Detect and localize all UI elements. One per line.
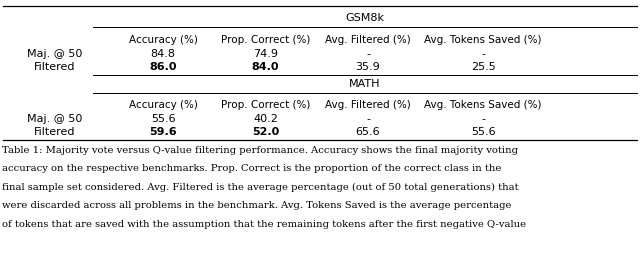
Text: Accuracy (%): Accuracy (%) <box>129 35 198 45</box>
Text: final sample set considered. Avg. Filtered is the average percentage (out of 50 : final sample set considered. Avg. Filter… <box>2 183 518 192</box>
Text: Prop. Correct (%): Prop. Correct (%) <box>221 35 310 45</box>
Text: GSM8k: GSM8k <box>346 13 384 23</box>
Text: 59.6: 59.6 <box>149 127 177 137</box>
Text: Filtered: Filtered <box>34 61 75 72</box>
Text: 86.0: 86.0 <box>150 61 177 72</box>
Text: Avg. Filtered (%): Avg. Filtered (%) <box>325 35 411 45</box>
Text: 55.6: 55.6 <box>151 114 175 124</box>
Text: Maj. @ 50: Maj. @ 50 <box>27 114 82 124</box>
Text: 74.9: 74.9 <box>253 49 278 59</box>
Text: 84.8: 84.8 <box>150 49 176 59</box>
Text: 40.2: 40.2 <box>253 114 278 124</box>
Text: -: - <box>481 114 485 124</box>
Text: -: - <box>366 114 370 124</box>
Text: -: - <box>481 49 485 59</box>
Text: 52.0: 52.0 <box>252 127 279 137</box>
Text: Accuracy (%): Accuracy (%) <box>129 100 198 110</box>
Text: Avg. Tokens Saved (%): Avg. Tokens Saved (%) <box>424 35 542 45</box>
Text: of tokens that are saved with the assumption that the remaining tokens after the: of tokens that are saved with the assump… <box>2 220 526 229</box>
Text: accuracy on the respective benchmarks. Prop. Correct is the proportion of the co: accuracy on the respective benchmarks. P… <box>2 164 501 173</box>
Text: were discarded across all problems in the benchmark. Avg. Tokens Saved is the av: were discarded across all problems in th… <box>2 201 511 210</box>
Text: Maj. @ 50: Maj. @ 50 <box>27 49 82 59</box>
Text: Table 1: Majority vote versus Q-value filtering performance. Accuracy shows the : Table 1: Majority vote versus Q-value fi… <box>2 146 518 155</box>
Text: -: - <box>366 49 370 59</box>
Text: 84.0: 84.0 <box>252 61 279 72</box>
Text: 25.5: 25.5 <box>471 61 495 72</box>
Text: Filtered: Filtered <box>34 127 75 137</box>
Text: MATH: MATH <box>349 79 381 89</box>
Text: 35.9: 35.9 <box>356 61 380 72</box>
Text: Avg. Filtered (%): Avg. Filtered (%) <box>325 100 411 110</box>
Text: 55.6: 55.6 <box>471 127 495 137</box>
Text: 65.6: 65.6 <box>356 127 380 137</box>
Text: Avg. Tokens Saved (%): Avg. Tokens Saved (%) <box>424 100 542 110</box>
Text: Prop. Correct (%): Prop. Correct (%) <box>221 100 310 110</box>
